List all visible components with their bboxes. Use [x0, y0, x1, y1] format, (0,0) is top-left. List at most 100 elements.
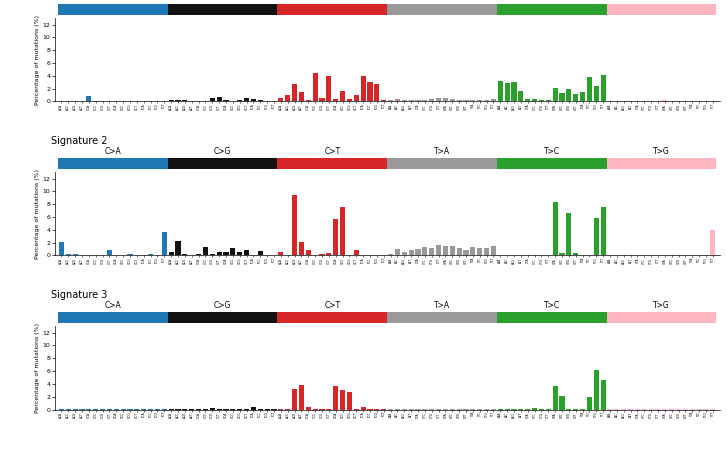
Bar — [58, 312, 168, 323]
Y-axis label: Percentage of mutations (%): Percentage of mutations (%) — [35, 323, 40, 413]
Text: T>A: T>A — [434, 301, 450, 309]
Bar — [319, 254, 324, 255]
Bar — [710, 230, 715, 255]
Text: Signature 2: Signature 2 — [51, 136, 108, 146]
Bar — [566, 213, 571, 255]
Bar — [313, 73, 318, 101]
Bar — [168, 312, 278, 323]
Bar — [326, 76, 332, 101]
Bar — [457, 248, 462, 255]
Text: C>A: C>A — [105, 0, 121, 1]
Bar — [87, 96, 92, 101]
Bar — [566, 89, 571, 101]
Bar — [553, 386, 558, 410]
Bar — [107, 250, 112, 255]
Bar — [601, 75, 606, 101]
Bar — [497, 158, 606, 169]
Bar — [361, 407, 366, 410]
Bar — [606, 4, 716, 15]
Bar — [436, 98, 441, 101]
Bar — [662, 100, 667, 101]
Bar — [257, 251, 263, 255]
Text: T>G: T>G — [653, 0, 670, 1]
Bar — [285, 95, 290, 101]
Bar — [387, 158, 497, 169]
Bar — [450, 99, 455, 101]
Bar — [573, 253, 578, 255]
Bar — [587, 77, 592, 101]
Bar — [361, 76, 366, 101]
Bar — [436, 245, 441, 255]
Bar — [292, 84, 297, 101]
Bar — [161, 233, 166, 255]
Bar — [244, 98, 249, 101]
Bar — [299, 242, 304, 255]
Bar — [58, 158, 168, 169]
Bar — [395, 99, 400, 101]
Bar — [347, 99, 352, 101]
Bar — [532, 99, 537, 101]
Text: T>C: T>C — [544, 0, 560, 1]
Text: T>G: T>G — [653, 301, 670, 309]
Bar — [59, 242, 64, 255]
Bar — [333, 386, 338, 410]
Bar — [251, 99, 256, 101]
Bar — [387, 4, 497, 15]
Bar — [305, 407, 311, 410]
Bar — [457, 100, 462, 101]
Bar — [237, 252, 242, 255]
Bar — [470, 247, 475, 255]
Bar — [477, 248, 482, 255]
Bar — [587, 397, 592, 410]
Bar — [409, 250, 414, 255]
Bar — [388, 253, 393, 255]
Bar — [203, 247, 208, 255]
Bar — [58, 4, 168, 15]
Bar — [319, 98, 324, 101]
Bar — [244, 250, 249, 255]
Bar — [305, 100, 311, 101]
Bar — [354, 95, 359, 101]
Bar — [169, 252, 174, 255]
Text: C>G: C>G — [214, 147, 231, 156]
Text: Signature 3: Signature 3 — [51, 289, 108, 299]
Y-axis label: Percentage of mutations (%): Percentage of mutations (%) — [35, 15, 40, 105]
Bar — [251, 407, 256, 410]
Text: C>G: C>G — [214, 0, 231, 1]
Bar — [429, 248, 434, 255]
Bar — [175, 100, 180, 101]
Text: C>A: C>A — [105, 301, 121, 309]
Bar — [532, 408, 537, 410]
Bar — [525, 99, 530, 101]
Text: C>T: C>T — [324, 301, 340, 309]
Bar — [326, 253, 332, 255]
Bar — [278, 4, 387, 15]
Bar — [354, 250, 359, 255]
Bar — [388, 100, 393, 101]
Bar — [594, 217, 599, 255]
Bar — [73, 254, 78, 255]
Bar — [230, 248, 236, 255]
Bar — [278, 252, 284, 255]
Bar — [422, 100, 427, 101]
Bar — [182, 254, 188, 255]
Text: T>A: T>A — [434, 0, 450, 1]
Bar — [601, 207, 606, 255]
Bar — [463, 250, 469, 255]
Bar — [395, 249, 400, 255]
Bar — [560, 93, 565, 101]
Bar — [477, 100, 482, 101]
Bar — [498, 81, 503, 101]
Bar — [278, 98, 284, 101]
Bar — [415, 249, 420, 255]
Bar — [606, 158, 716, 169]
Text: T>A: T>A — [434, 147, 450, 156]
Bar — [594, 86, 599, 101]
Bar — [374, 84, 379, 101]
Bar — [381, 100, 386, 101]
Bar — [209, 98, 214, 101]
Bar — [223, 252, 228, 255]
Y-axis label: Percentage of mutations (%): Percentage of mutations (%) — [35, 169, 40, 259]
Bar — [497, 4, 606, 15]
Bar — [580, 92, 585, 101]
